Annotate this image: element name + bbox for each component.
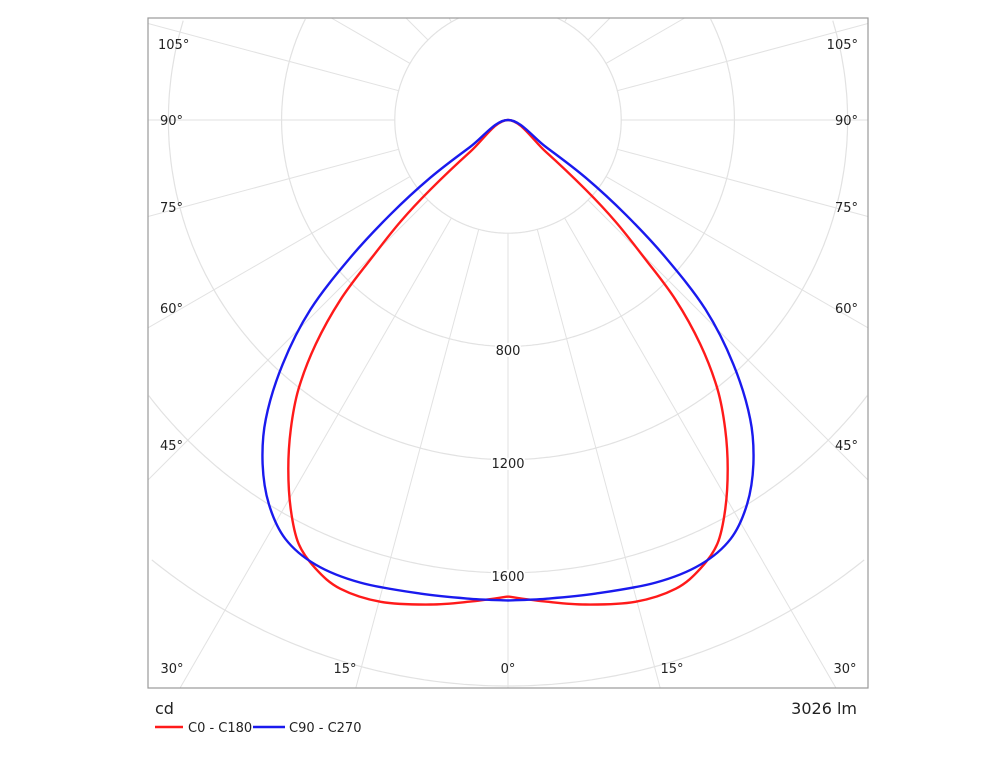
angle-gridline: [405, 18, 429, 41]
angle-label-right-75: 75°: [835, 201, 858, 216]
angle-label-right-90: 90°: [835, 114, 858, 129]
unit-label: cd: [155, 699, 174, 718]
radial-label-1600: 1600: [491, 570, 524, 585]
radial-label-1200: 1200: [491, 457, 524, 472]
angle-gridline: [355, 229, 480, 688]
radial-gridline-1600: [148, 395, 868, 574]
radial-gridline-1200: [167, 20, 849, 461]
legend: C0 - C180 C90 - C270: [155, 721, 361, 736]
series-curve-c90-c270: [261, 118, 755, 602]
curves: [261, 118, 755, 606]
angle-label-left-105: 105°: [158, 38, 189, 53]
angle-gridline: [448, 18, 452, 23]
angle-gridline: [148, 23, 399, 92]
angle-label-left-60: 60°: [160, 302, 183, 317]
angle-gridline: [564, 18, 568, 23]
angle-label-right-105: 105°: [827, 38, 858, 53]
plot-frame: [147, 17, 869, 689]
angle-gridline: [605, 176, 868, 329]
radial-gridline-800: [281, 18, 735, 347]
angle-gridline: [587, 199, 868, 481]
flux-label: 3026 lm: [791, 699, 857, 718]
angle-labels: 105° 90° 75° 60° 45° 105° 90° 75° 60° 45…: [158, 38, 858, 677]
legend-label-c90-c270: C90 - C270: [289, 721, 361, 736]
radial-tick-labels: 800 1200 1600: [489, 342, 526, 587]
angle-gridline: [587, 18, 611, 41]
radial-gridline-2000: [151, 559, 865, 687]
angle-label-left-45: 45°: [160, 439, 183, 454]
angle-label-left-90: 90°: [160, 114, 183, 129]
radial-label-800: 800: [496, 344, 521, 359]
angle-label-bottom-30-right: 30°: [833, 662, 856, 677]
angle-label-bottom-15-right: 15°: [660, 662, 683, 677]
radial-gridline-400: [394, 18, 622, 234]
angle-gridline: [179, 217, 452, 688]
angle-label-bottom-30-left: 30°: [160, 662, 183, 677]
angle-label-right-60: 60°: [835, 302, 858, 317]
angle-gridline: [148, 199, 429, 481]
angle-gridline: [536, 229, 661, 688]
angle-gridline: [617, 148, 868, 217]
angle-gridline: [331, 18, 411, 64]
angle-label-left-75: 75°: [160, 201, 183, 216]
angle-label-bottom-0: 0°: [501, 662, 516, 677]
angle-gridline: [564, 217, 837, 688]
angle-label-right-45: 45°: [835, 439, 858, 454]
angle-label-bottom-15-left: 15°: [333, 662, 356, 677]
angle-gridline: [617, 23, 868, 92]
polar-grid: [148, 18, 868, 688]
legend-label-c0-c180: C0 - C180: [188, 721, 252, 736]
angle-gridline: [148, 148, 399, 217]
angle-gridline: [148, 176, 411, 329]
angle-gridline: [605, 18, 685, 64]
